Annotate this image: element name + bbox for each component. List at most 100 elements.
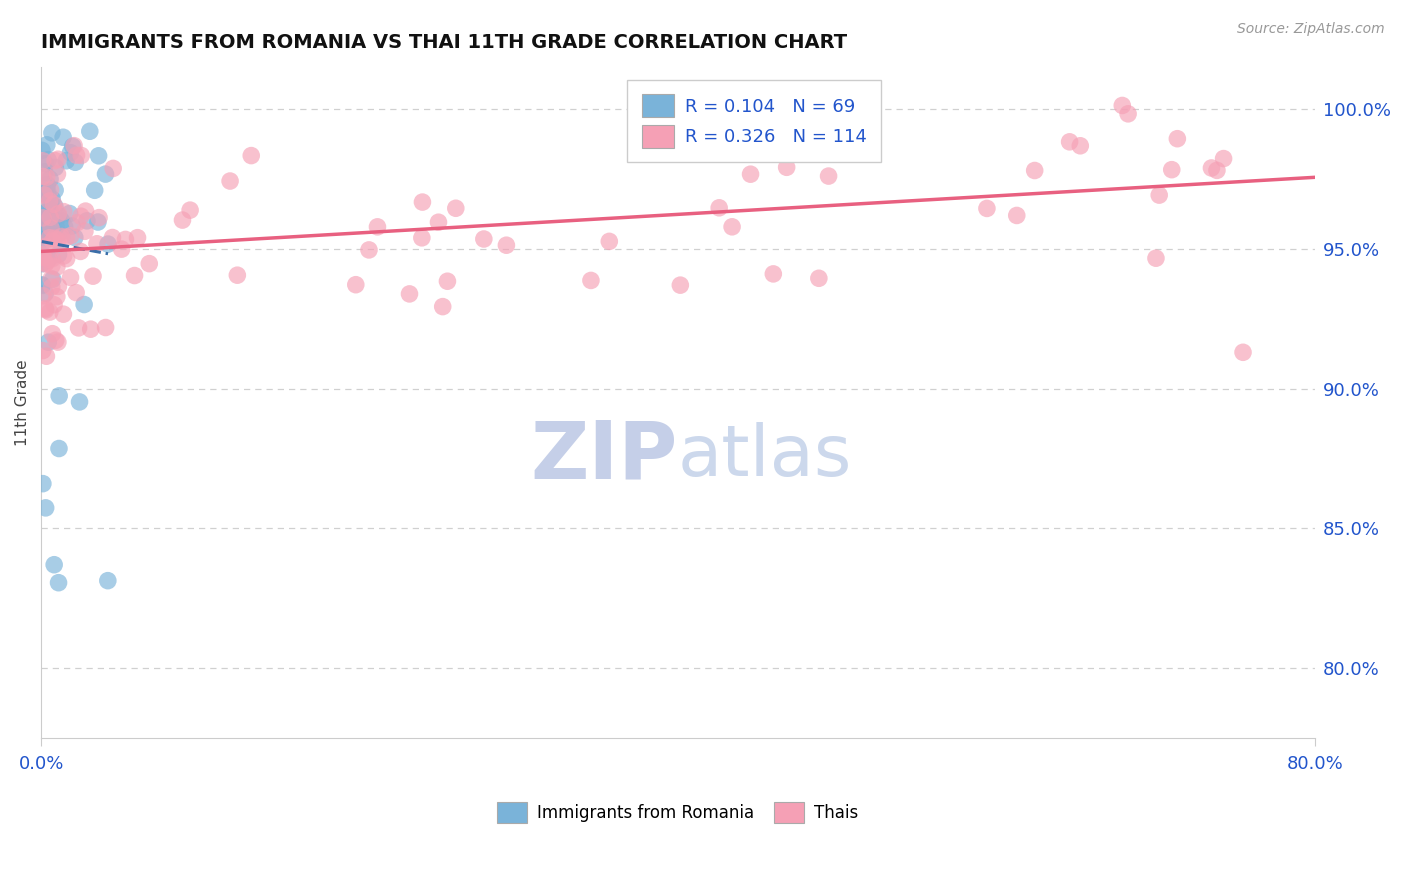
Point <box>48 279 70 293</box>
Point <box>226 268 249 283</box>
Point <box>1206 163 1229 178</box>
Point <box>240 148 263 162</box>
Point <box>357 243 380 257</box>
Point <box>41 234 63 248</box>
Point <box>38 231 60 245</box>
Point <box>63 230 86 244</box>
Point <box>38 252 60 267</box>
Point <box>55 252 77 266</box>
Point <box>59 270 82 285</box>
Point <box>80 322 103 336</box>
Point <box>39 272 62 286</box>
Point <box>34 156 56 170</box>
Point <box>34 217 56 231</box>
Text: atlas: atlas <box>678 422 852 491</box>
Point <box>35 349 58 363</box>
Point <box>38 201 60 215</box>
Point <box>73 297 96 311</box>
Point <box>79 124 101 138</box>
Point <box>39 221 62 235</box>
Point <box>70 148 93 162</box>
Point <box>669 278 692 293</box>
Point <box>48 209 70 223</box>
Point <box>73 224 96 238</box>
Point <box>66 216 89 230</box>
Point <box>45 333 67 347</box>
Point <box>51 214 73 228</box>
Point <box>69 244 91 259</box>
Point <box>39 172 62 186</box>
Point <box>344 277 367 292</box>
Point <box>32 251 55 265</box>
Point <box>55 153 77 168</box>
Point <box>101 161 124 176</box>
Point <box>1147 188 1170 202</box>
Point <box>39 183 62 197</box>
Point <box>709 201 731 215</box>
Point <box>366 219 388 234</box>
Point <box>110 242 132 256</box>
Point <box>75 204 97 219</box>
Point <box>1232 345 1254 359</box>
Point <box>976 202 998 216</box>
Point <box>579 273 602 287</box>
Point <box>34 188 56 202</box>
Point <box>52 249 75 263</box>
Point <box>52 130 75 145</box>
Point <box>37 185 59 199</box>
Point <box>34 212 56 227</box>
Point <box>41 252 63 266</box>
Point <box>52 307 75 321</box>
Point <box>852 88 875 103</box>
Point <box>807 271 830 285</box>
Text: ZIP: ZIP <box>530 417 678 495</box>
Point <box>34 234 56 248</box>
Point <box>39 196 62 211</box>
Point <box>411 195 433 210</box>
Point <box>138 257 160 271</box>
Point <box>44 183 66 197</box>
Point <box>94 167 117 181</box>
Point <box>817 169 839 183</box>
Point <box>31 144 53 158</box>
Point <box>1144 251 1167 265</box>
Point <box>83 183 105 197</box>
Point <box>1005 209 1028 223</box>
Point <box>87 149 110 163</box>
Point <box>1160 162 1182 177</box>
Point <box>1111 98 1133 112</box>
Point <box>34 239 56 253</box>
Point <box>45 260 67 274</box>
Point <box>41 259 63 273</box>
Point <box>42 298 65 312</box>
Point <box>37 224 59 238</box>
Point <box>44 161 66 175</box>
Point <box>31 257 53 271</box>
Point <box>46 167 69 181</box>
Legend: Immigrants from Romania, Thais: Immigrants from Romania, Thais <box>489 793 868 831</box>
Point <box>740 167 762 181</box>
Point <box>52 204 75 219</box>
Point <box>65 285 87 300</box>
Text: Source: ZipAtlas.com: Source: ZipAtlas.com <box>1237 22 1385 37</box>
Point <box>472 232 495 246</box>
Point <box>37 153 59 167</box>
Point <box>1069 138 1091 153</box>
Point <box>38 252 60 266</box>
Point <box>427 215 450 229</box>
Point <box>44 200 66 214</box>
Point <box>31 476 53 491</box>
Point <box>69 395 91 409</box>
Point <box>1166 131 1188 145</box>
Point <box>34 286 56 301</box>
Point <box>48 389 70 403</box>
Point <box>31 216 53 230</box>
Point <box>41 192 63 206</box>
Point <box>48 207 70 221</box>
Point <box>34 206 56 220</box>
Point <box>86 236 108 251</box>
Point <box>60 219 83 233</box>
Point <box>179 203 201 218</box>
Point <box>1059 135 1081 149</box>
Text: IMMIGRANTS FROM ROMANIA VS THAI 11TH GRADE CORRELATION CHART: IMMIGRANTS FROM ROMANIA VS THAI 11TH GRA… <box>41 33 848 52</box>
